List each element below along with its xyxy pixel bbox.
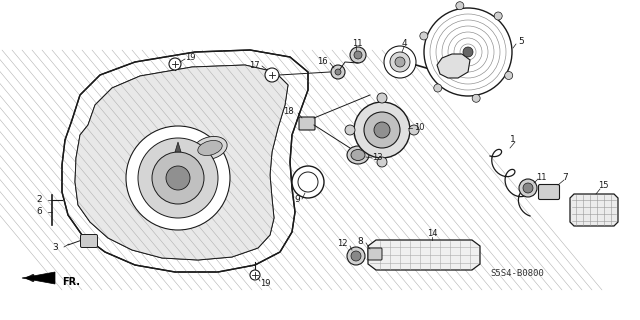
Text: 13: 13 <box>372 154 383 163</box>
Polygon shape <box>75 65 288 260</box>
Circle shape <box>424 8 512 96</box>
Circle shape <box>395 57 405 67</box>
Polygon shape <box>62 50 308 272</box>
Circle shape <box>169 58 181 70</box>
Circle shape <box>265 68 279 82</box>
Circle shape <box>523 183 533 193</box>
Text: 19: 19 <box>185 52 195 61</box>
Circle shape <box>420 32 428 40</box>
Circle shape <box>494 12 502 20</box>
Text: 5: 5 <box>518 37 524 46</box>
Circle shape <box>152 152 204 204</box>
Circle shape <box>505 71 513 79</box>
Ellipse shape <box>198 140 222 156</box>
FancyBboxPatch shape <box>538 185 559 199</box>
Text: 17: 17 <box>250 60 260 69</box>
Text: 16: 16 <box>317 58 328 67</box>
Circle shape <box>409 125 419 135</box>
Text: 18: 18 <box>284 108 294 116</box>
Circle shape <box>374 122 390 138</box>
Polygon shape <box>22 272 55 284</box>
Circle shape <box>347 247 365 265</box>
Circle shape <box>434 84 442 92</box>
Polygon shape <box>175 142 181 152</box>
Text: FR.: FR. <box>62 277 80 287</box>
Circle shape <box>519 179 537 197</box>
Circle shape <box>331 65 345 79</box>
Circle shape <box>377 157 387 167</box>
Circle shape <box>354 51 362 59</box>
Text: 14: 14 <box>427 229 437 238</box>
Polygon shape <box>75 65 288 260</box>
Ellipse shape <box>193 136 227 160</box>
Circle shape <box>292 166 324 198</box>
Text: 12: 12 <box>337 239 348 249</box>
FancyBboxPatch shape <box>368 248 382 260</box>
Polygon shape <box>570 194 618 226</box>
Text: 11: 11 <box>352 39 362 49</box>
Text: 6: 6 <box>36 207 42 217</box>
Text: 2: 2 <box>36 196 42 204</box>
Circle shape <box>345 125 355 135</box>
Circle shape <box>456 2 464 10</box>
Polygon shape <box>437 54 470 78</box>
Text: S5S4-B0800: S5S4-B0800 <box>490 269 544 278</box>
Text: 15: 15 <box>598 181 609 190</box>
Circle shape <box>138 138 218 218</box>
Circle shape <box>354 102 410 158</box>
Circle shape <box>126 126 230 230</box>
Circle shape <box>364 112 400 148</box>
FancyBboxPatch shape <box>299 117 315 130</box>
Text: 3: 3 <box>52 244 58 252</box>
Ellipse shape <box>351 149 365 161</box>
Text: 4: 4 <box>401 39 407 49</box>
Circle shape <box>350 47 366 63</box>
Circle shape <box>384 46 416 78</box>
Text: 11: 11 <box>536 173 547 182</box>
Circle shape <box>166 166 190 190</box>
FancyBboxPatch shape <box>81 235 97 247</box>
Circle shape <box>335 69 341 75</box>
Text: 19: 19 <box>260 278 271 287</box>
Circle shape <box>472 94 480 102</box>
Circle shape <box>250 270 260 280</box>
Circle shape <box>377 93 387 103</box>
Polygon shape <box>368 240 480 270</box>
Circle shape <box>351 251 361 261</box>
Text: 1: 1 <box>510 135 516 145</box>
Circle shape <box>390 52 410 72</box>
Text: 10: 10 <box>414 124 424 132</box>
Ellipse shape <box>347 146 369 164</box>
Text: 9: 9 <box>294 196 300 204</box>
Text: 7: 7 <box>562 173 568 182</box>
Text: 8: 8 <box>357 237 363 246</box>
Circle shape <box>463 47 473 57</box>
